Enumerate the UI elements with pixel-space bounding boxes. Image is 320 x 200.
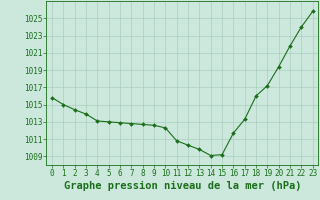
X-axis label: Graphe pression niveau de la mer (hPa): Graphe pression niveau de la mer (hPa) <box>64 181 301 191</box>
